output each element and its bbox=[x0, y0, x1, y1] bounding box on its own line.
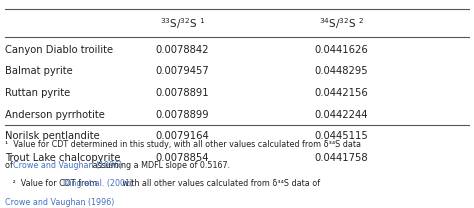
Text: 0.0078899: 0.0078899 bbox=[155, 110, 210, 120]
Text: Crowe and Vaughan (1996): Crowe and Vaughan (1996) bbox=[5, 198, 114, 207]
Text: 0.0441758: 0.0441758 bbox=[314, 153, 368, 163]
Text: 0.0078891: 0.0078891 bbox=[155, 88, 210, 98]
Text: 0.0442156: 0.0442156 bbox=[314, 88, 368, 98]
Text: Norilsk pentlandite: Norilsk pentlandite bbox=[5, 131, 100, 141]
Text: Trout Lake chalcopyrite: Trout Lake chalcopyrite bbox=[5, 153, 120, 163]
Text: Ding et al. (2001): Ding et al. (2001) bbox=[63, 180, 133, 188]
Text: Balmat pyrite: Balmat pyrite bbox=[5, 66, 73, 76]
Text: Ruttan pyrite: Ruttan pyrite bbox=[5, 88, 70, 98]
Text: 0.0079164: 0.0079164 bbox=[155, 131, 210, 141]
Text: with all other values calculated from δ³⁴S data of: with all other values calculated from δ³… bbox=[120, 180, 320, 188]
Text: 0.0445115: 0.0445115 bbox=[314, 131, 368, 141]
Text: 0.0441626: 0.0441626 bbox=[314, 45, 368, 55]
Text: of: of bbox=[5, 161, 15, 170]
Text: Anderson pyrrhotite: Anderson pyrrhotite bbox=[5, 110, 105, 120]
Text: ²  Value for CDT from: ² Value for CDT from bbox=[5, 180, 100, 188]
Text: 0.0078854: 0.0078854 bbox=[156, 153, 209, 163]
Text: ¹  Value for CDT determined in this study, with all other values calculated from: ¹ Value for CDT determined in this study… bbox=[5, 140, 361, 149]
Text: 0.0079457: 0.0079457 bbox=[155, 66, 210, 76]
Text: 0.0442244: 0.0442244 bbox=[315, 110, 368, 120]
Text: Crowe and Vaughan (1996): Crowe and Vaughan (1996) bbox=[13, 161, 122, 170]
Text: $^{34}$S/$^{32}$S $^{2}$: $^{34}$S/$^{32}$S $^{2}$ bbox=[319, 16, 364, 31]
Text: .: . bbox=[82, 198, 84, 207]
Text: 0.0448295: 0.0448295 bbox=[314, 66, 368, 76]
Text: $^{33}$S/$^{32}$S $^{1}$: $^{33}$S/$^{32}$S $^{1}$ bbox=[160, 16, 205, 31]
Text: Canyon Diablo troilite: Canyon Diablo troilite bbox=[5, 45, 113, 55]
Text: assuming a MDFL slope of 0.5167.: assuming a MDFL slope of 0.5167. bbox=[90, 161, 230, 170]
Text: 0.0078842: 0.0078842 bbox=[156, 45, 209, 55]
